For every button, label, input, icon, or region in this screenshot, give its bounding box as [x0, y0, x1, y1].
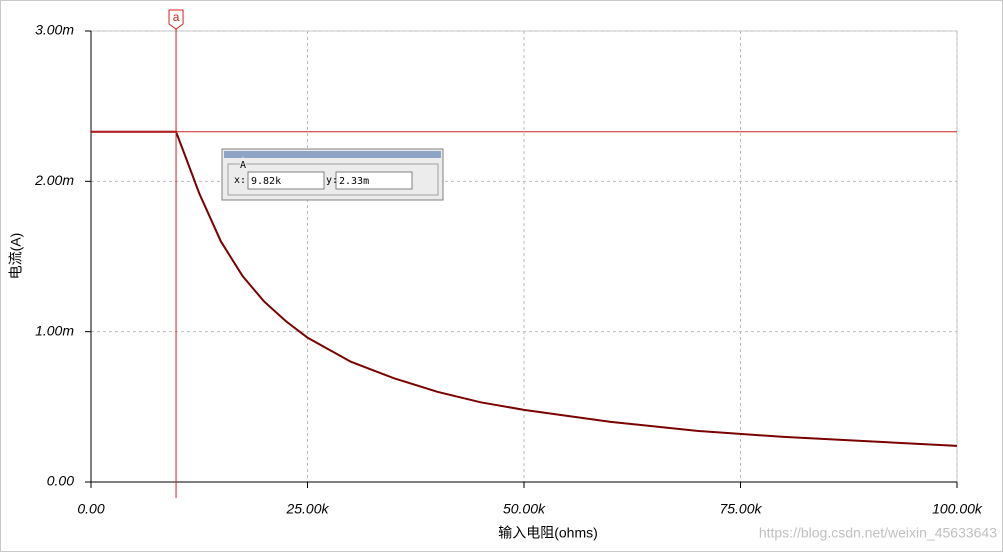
box-y-value: 2.33m: [339, 176, 369, 187]
box-y-field: [335, 171, 413, 190]
cursor-name: a: [173, 10, 180, 24]
box-x-label: x:: [234, 175, 246, 186]
x-tick-label: 100.00k: [932, 501, 983, 517]
box-x-value: 9.82k: [251, 176, 281, 187]
box-y-label: y:: [326, 175, 338, 186]
watermark: https://blog.csdn.net/weixin_45633643: [759, 525, 997, 541]
x-axis-label: 输入电阻(ohms): [498, 525, 598, 541]
y-axis-label: 电流(A): [8, 233, 24, 280]
y-tick-label: 0.00: [47, 473, 74, 489]
y-tick-label: 3.00m: [35, 22, 74, 38]
cursor-flag: [168, 9, 184, 30]
x-tick-label: 25.00k: [285, 501, 329, 517]
line-series: [91, 130, 958, 447]
box-title: A: [240, 160, 246, 171]
y-tick-label: 1.00m: [35, 322, 74, 338]
y-tick-label: 2.00m: [34, 172, 74, 188]
box-x-field: [247, 171, 325, 190]
x-tick-label: 50.00k: [503, 501, 546, 517]
cursor-box: Ax: 9.82k y: 2.33m: [221, 148, 444, 201]
x-tick-label: 0.00: [77, 501, 104, 517]
x-tick-label: 75.00k: [719, 501, 762, 517]
box-titlebar: [224, 151, 441, 158]
box-group: [227, 163, 439, 196]
